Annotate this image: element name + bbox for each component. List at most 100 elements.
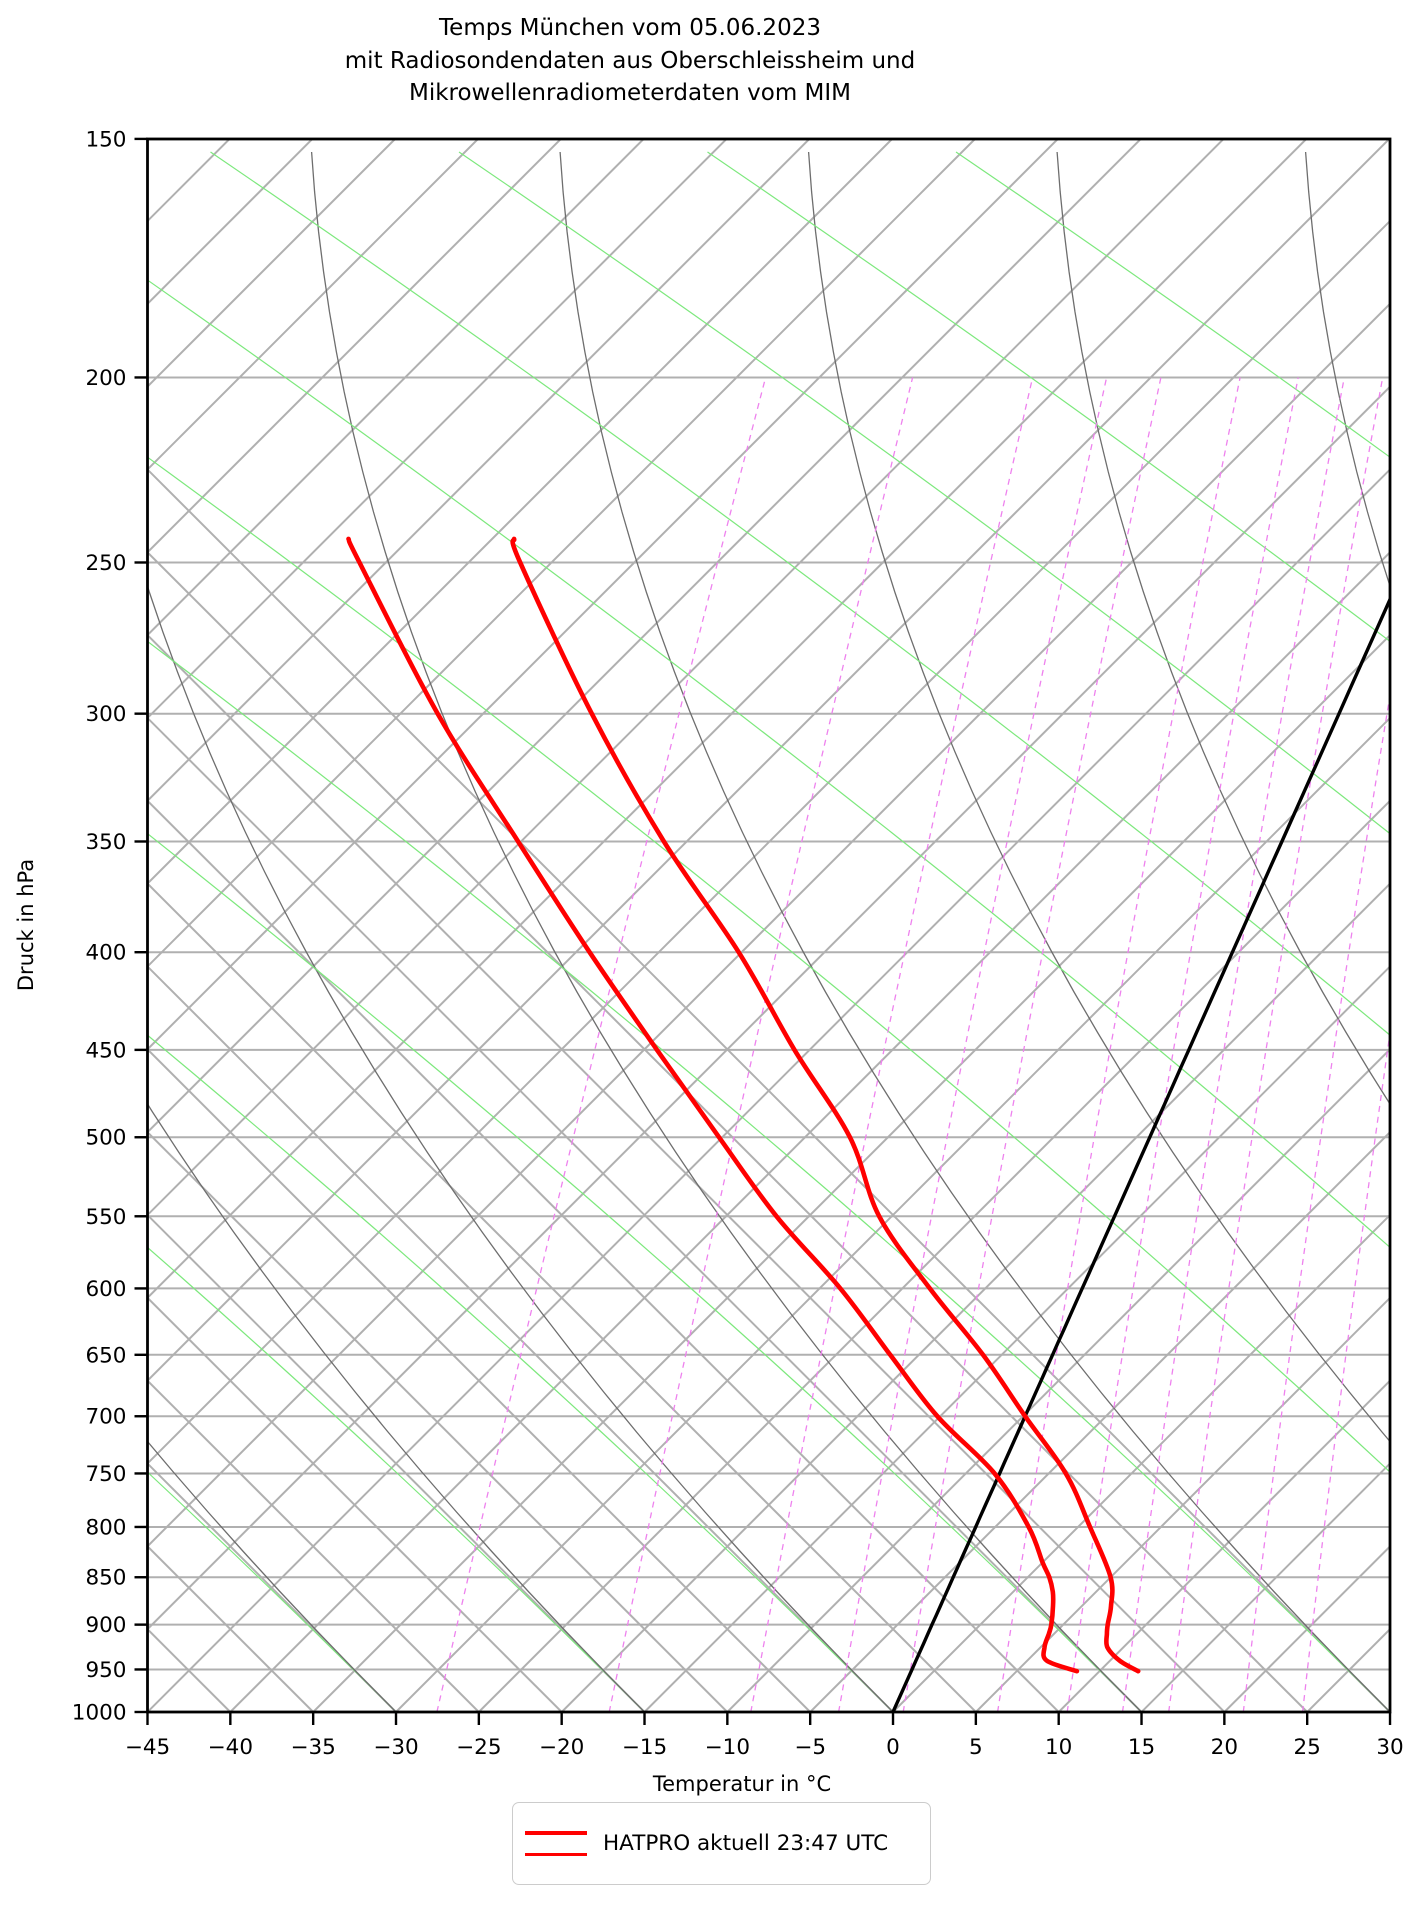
diagonal-grid-line-up-right [1057,1379,1390,1712]
diagonal-grid-line-up-right [1306,1627,1390,1712]
dry-adiabat-line [147,468,1390,1712]
saturation-adiabat-line [147,1102,645,1712]
saturation-adiabat-line [1056,151,1390,1106]
y-tick-label: 350 [85,830,126,855]
mixing-ratio-line [1413,378,1427,1713]
x-tick-label: −25 [456,1735,501,1760]
dry-adiabat-line [147,1213,646,1712]
x-tick-label: 20 [1211,1735,1238,1760]
moist-adiabat-line [147,1034,894,1712]
diagonal-grid-line-up-right [1223,1544,1390,1712]
diagonal-grid-line-up-right [809,1130,1390,1712]
mixing-ratio-line [996,377,1241,1712]
hatpro-temperature-curve [510,536,1141,1674]
diagonal-grid-line-up-right [147,139,894,886]
x-axis-label: Temperatur in °C [652,1772,832,1796]
diagonal-grid-line-up-right [312,633,1390,1712]
dry-adiabat-line [147,1130,729,1712]
moist-adiabat-line [147,1471,397,1712]
hatpro-dewpoint-curve [346,536,1080,1674]
y-tick-label: 400 [85,941,126,966]
x-tick-label: −40 [208,1735,253,1760]
moist-adiabat-line [147,832,1142,1712]
legend-line-marker [525,1830,587,1857]
diagonal-grid-line-up-right [147,139,728,720]
y-tick-label: 250 [85,551,126,576]
dry-adiabat-line [147,1544,314,1712]
saturation-adiabat-line [147,584,894,1712]
plot-border [146,137,1392,1714]
diagonal-grid-line-up-right [643,965,1390,1712]
x-tick-label: 10 [1045,1735,1072,1760]
saturation-adiabat-line [559,151,1390,1712]
dry-adiabat-line [147,1379,480,1712]
diagonal-grid-line-up-right [147,302,1390,1548]
moist-adiabat-line [147,640,1390,1712]
y-tick-label: 800 [85,1515,126,1540]
moist-adiabat-line [458,151,1390,835]
saturation-adiabat-line [147,1440,397,1712]
plot-area [147,139,1427,1713]
diagonal-grid-line-up-right [147,385,1390,1631]
x-tick-label: −45 [125,1735,170,1760]
y-tick-label: 500 [85,1126,126,1151]
mixing-ratio-line [1242,691,1390,1712]
legend-label: HATPRO aktuell 23:47 UTC [603,1831,889,1856]
diagonal-grid-line-up-right [975,1296,1390,1712]
x-tick-label: 25 [1294,1735,1321,1760]
mixing-ratio-line [1168,377,1384,1712]
y-axis-label: Druck in hPa [14,858,38,992]
y-tick-label: 750 [85,1462,126,1487]
dry-adiabat-line [147,1047,811,1712]
diagonal-grid-line-up-right [147,139,563,554]
dry-adiabat-line [147,716,1143,1712]
chart-title-line1: Temps München vom 05.06.2023 [439,15,821,41]
x-tick-label: 15 [1128,1735,1155,1760]
y-tick-label: 150 [85,127,126,152]
x-tick-label: 5 [969,1735,983,1760]
moist-adiabat-line [210,151,1390,1036]
moist-adiabat-line [147,1246,645,1712]
y-tick-label: 550 [85,1205,126,1230]
dry-adiabat-line [147,965,894,1712]
x-tick-label: −20 [539,1735,584,1760]
x-tick-label: −30 [373,1735,418,1760]
dry-adiabat-line [147,1462,397,1712]
saturation-adiabat-line [807,151,1390,1443]
zero-isotherm-line [891,595,1390,1712]
mixing-ratio-line [750,377,1034,1712]
dry-adiabat-line [147,550,1308,1712]
y-tick-label: 450 [85,1038,126,1063]
mixing-ratio-line [436,377,767,1712]
saturation-adiabat-line [310,151,1142,1712]
diagonal-grid-line-up-right [147,139,977,968]
diagonal-grid-line-up-right [147,139,397,389]
mixing-ratio-line [902,377,1162,1712]
moist-adiabat-line [707,151,1390,643]
mixing-ratio-line [1066,377,1299,1712]
x-tick-label: −5 [794,1735,826,1760]
y-tick-label: 600 [85,1277,126,1302]
diagonal-grid-line-up-right [147,139,1308,1300]
diagonal-grid-line-up-right [726,1047,1390,1712]
diagonal-grid-line-up-right [147,139,811,803]
dry-adiabat-line [147,799,1060,1712]
diagonal-grid-line-up-right [147,139,1143,1134]
y-tick-label: 200 [85,366,126,391]
diagonal-grid-line-up-right [147,139,646,637]
y-tick-label: 650 [85,1343,126,1368]
x-tick-label: −10 [705,1735,750,1760]
moist-adiabat-line [955,151,1390,458]
diagonal-grid-line-up-right [147,139,314,306]
diagonal-grid-line-up-right [395,716,1390,1712]
diagonal-grid-line-up-right [478,799,1390,1712]
x-tick-label: 0 [886,1735,900,1760]
x-tick-label: −15 [622,1735,667,1760]
y-tick-label: 300 [85,702,126,727]
diagonal-grid-line-up-right [147,219,1390,1465]
x-tick-label: 30 [1376,1735,1403,1760]
saturation-adiabat-line [1304,151,1390,589]
chart-title-line3: Mikrowellenradiometerdaten vom MIM [408,80,852,107]
